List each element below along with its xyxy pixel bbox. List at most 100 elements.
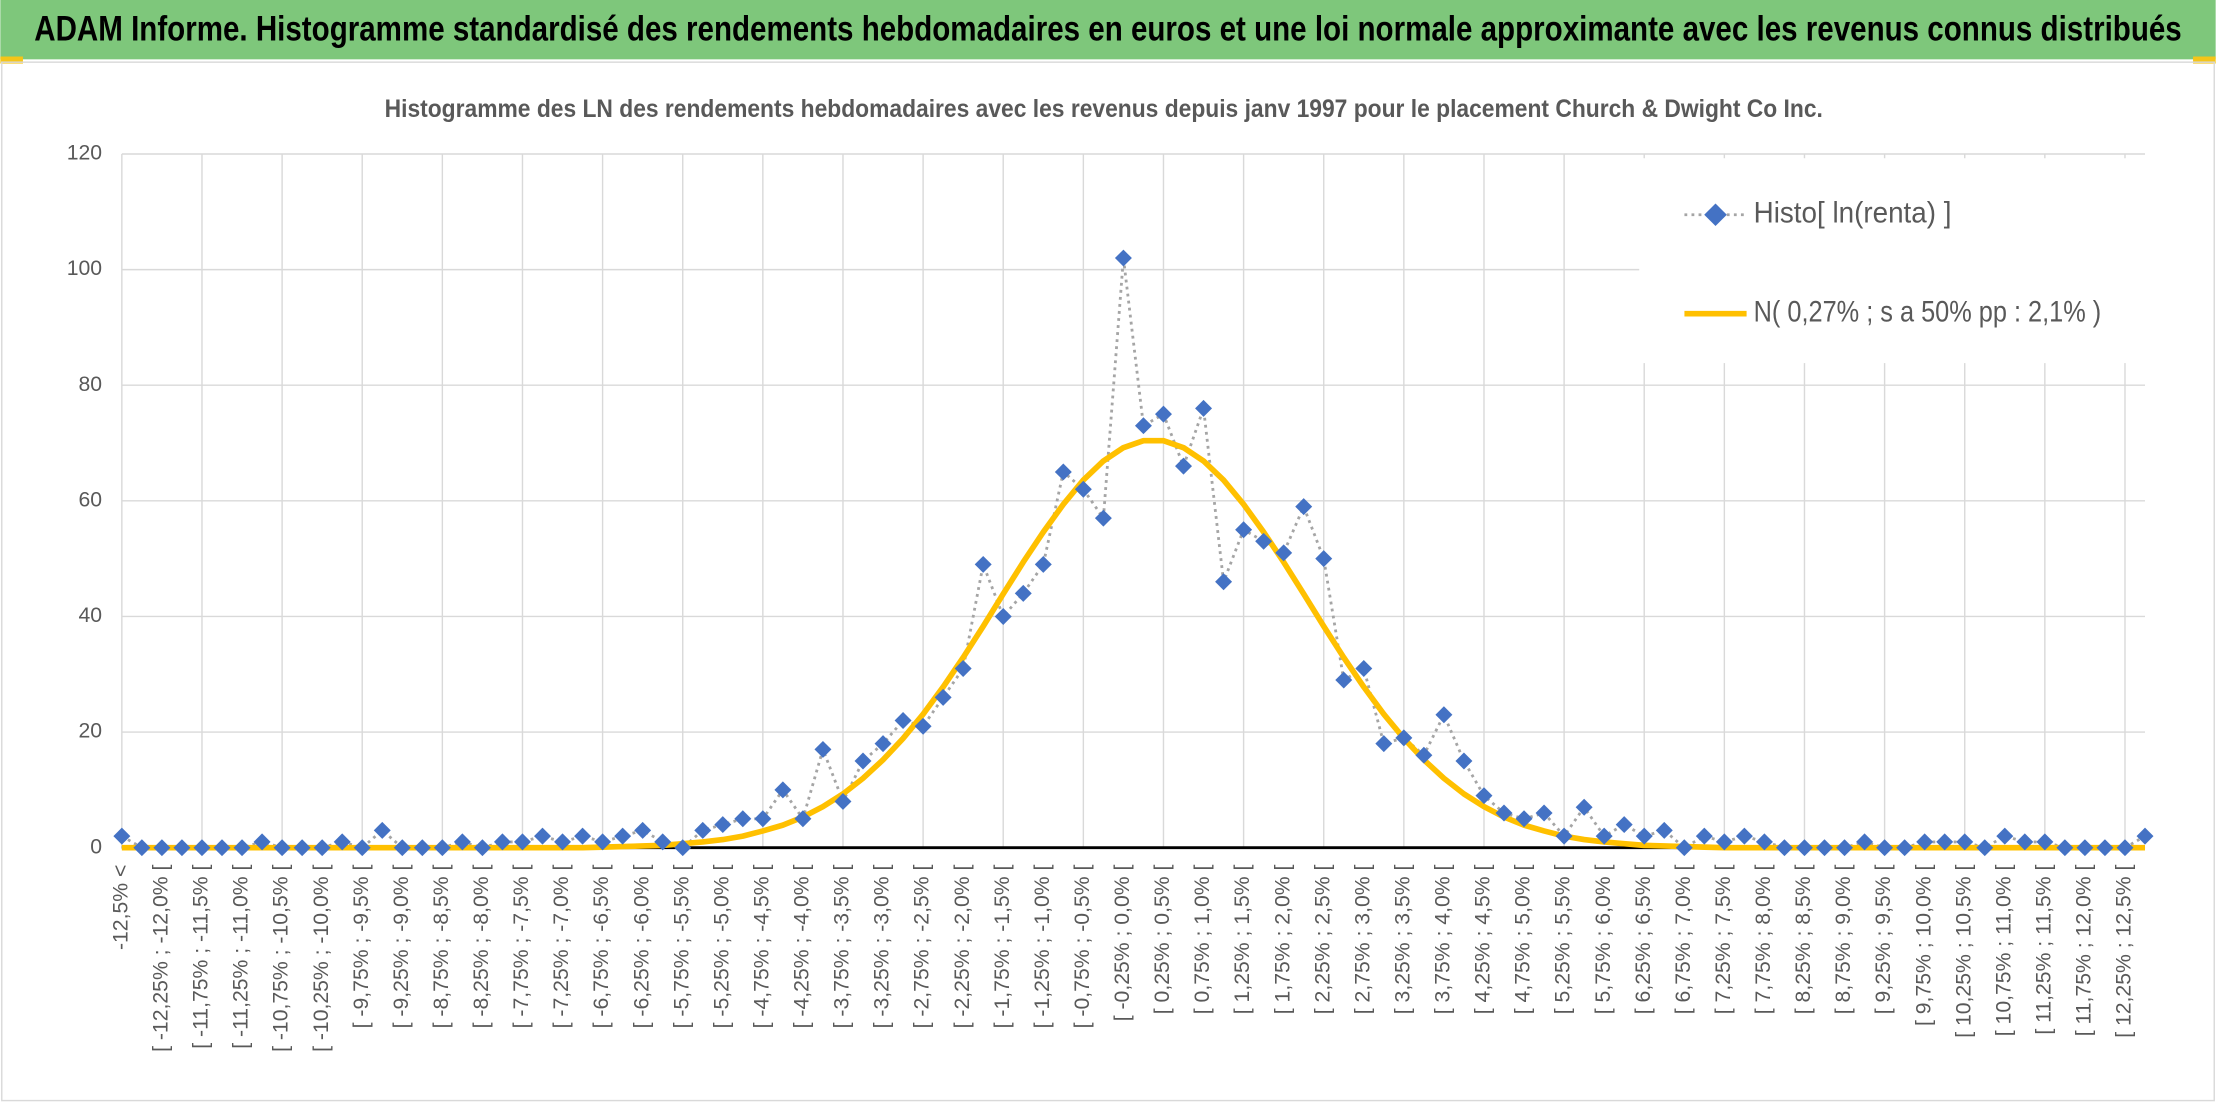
data-point	[934, 688, 952, 706]
x-tick-label: [ -8,25% ; -8,0% [	[470, 865, 493, 1029]
data-point	[1956, 833, 1974, 851]
x-tick-label: [ -5,75% ; -5,5% [	[670, 865, 693, 1029]
data-point	[1896, 839, 1914, 857]
data-point	[574, 827, 592, 845]
x-tick-label: [ -11,25% ; -11,0% [	[230, 865, 253, 1049]
data-point	[1114, 249, 1132, 267]
data-point	[874, 735, 892, 753]
data-point	[1675, 839, 1693, 857]
x-tick-label: [ 5,25% ; 5,5% [	[1552, 865, 1575, 1015]
data-point	[714, 816, 732, 834]
data-point	[1916, 833, 1934, 851]
data-point	[393, 839, 411, 857]
data-point	[133, 839, 151, 857]
data-point	[674, 839, 692, 857]
data-point	[293, 839, 311, 857]
data-point	[994, 607, 1012, 625]
data-point	[1155, 405, 1172, 423]
data-point	[1235, 521, 1253, 539]
data-point	[1755, 833, 1773, 851]
data-point	[1535, 804, 1553, 822]
data-point	[1655, 821, 1673, 839]
data-point	[1816, 839, 1833, 857]
x-tick-label: [ -0,25% ; 0,0% [	[1111, 865, 1134, 1022]
data-point	[413, 839, 431, 857]
data-point	[513, 833, 531, 851]
chart-title: ADAM Informe. Histogramme standardisé de…	[34, 9, 2181, 48]
legend-box	[1639, 158, 2146, 364]
data-point	[1635, 827, 1653, 845]
x-tick-label: [ 10,75% ; 11,0% [	[1992, 865, 2015, 1037]
x-tick-label: [ 7,25% ; 7,5% [	[1712, 865, 1735, 1015]
x-tick-label: [ 2,75% ; 3,0% [	[1351, 865, 1374, 1015]
data-point	[1936, 833, 1954, 851]
data-point	[1134, 417, 1152, 435]
y-tick-label: 80	[78, 373, 102, 396]
data-point	[754, 810, 772, 828]
data-point	[894, 712, 912, 729]
data-point	[333, 833, 351, 851]
data-point	[1295, 498, 1313, 516]
x-tick-label: [ -6,25% ; -6,0% [	[630, 865, 653, 1029]
data-point	[173, 839, 191, 857]
x-tick-label: [ -4,25% ; -4,0% [	[791, 865, 814, 1029]
x-tick-label: [ 3,25% ; 3,5% [	[1391, 865, 1414, 1015]
data-point	[2076, 839, 2094, 857]
banner-accent	[2193, 56, 2216, 64]
data-point	[433, 839, 451, 857]
x-tick-label: [ -11,75% ; -11,5% [	[190, 865, 213, 1049]
x-tick-label: [ 7,75% ; 8,0% [	[1752, 865, 1775, 1015]
data-point	[854, 752, 872, 770]
data-point	[193, 839, 211, 857]
banner-accent	[0, 56, 23, 64]
data-point	[1355, 660, 1373, 677]
data-point	[153, 839, 171, 857]
y-tick-label: 100	[67, 257, 102, 280]
data-point	[974, 555, 992, 573]
legend-label: N( 0,27% ; s a 50% pp : 2,1% )	[1754, 295, 2102, 328]
data-point	[834, 792, 852, 810]
x-tick-label: -12,5% <	[109, 865, 132, 950]
data-point	[1495, 804, 1513, 822]
x-tick-label: [ 1,75% ; 2,0% [	[1271, 865, 1294, 1015]
data-point	[1375, 735, 1393, 753]
data-point	[213, 839, 231, 857]
data-point	[2116, 839, 2134, 857]
x-tick-label: [ 1,25% ; 1,5% [	[1231, 865, 1254, 1015]
data-point	[1996, 827, 2014, 845]
data-point	[373, 821, 391, 839]
data-point	[774, 781, 792, 799]
data-point	[2056, 839, 2074, 857]
x-tick-label: [ 2,25% ; 2,5% [	[1311, 865, 1334, 1015]
data-point	[473, 839, 491, 857]
data-point	[634, 821, 652, 839]
x-tick-label: [ -0,75% ; -0,5% [	[1071, 865, 1094, 1029]
x-tick-label: [ 6,75% ; 7,0% [	[1672, 865, 1695, 1015]
x-tick-label: [ 9,75% ; 10,0% [	[1912, 865, 1935, 1026]
data-point	[253, 833, 271, 851]
x-tick-label: [ -6,75% ; -6,5% [	[590, 865, 613, 1029]
x-tick-label: [ -2,75% ; -2,5% [	[911, 865, 934, 1029]
data-point	[554, 833, 572, 851]
x-tick-label: [ -9,75% ; -9,5% [	[350, 865, 373, 1029]
data-point	[1175, 457, 1192, 475]
title-banner	[0, 0, 2216, 60]
x-tick-label: [ -1,75% ; -1,5% [	[991, 865, 1014, 1029]
chart-frame	[1, 61, 2215, 1102]
data-point	[614, 827, 632, 845]
legend-marker	[1704, 203, 1727, 227]
x-tick-label: [ 4,25% ; 4,5% [	[1472, 865, 1495, 1015]
data-point	[1836, 839, 1854, 857]
data-point	[1455, 752, 1473, 770]
y-tick-label: 40	[78, 604, 102, 627]
x-tick-label: [ 4,75% ; 5,0% [	[1512, 865, 1535, 1015]
x-tick-label: [ 11,25% ; 11,5% [	[2032, 865, 2055, 1035]
data-point	[493, 833, 511, 851]
x-tick-label: [ -12,25% ; -12,0% [	[150, 865, 173, 1052]
data-point	[2096, 839, 2114, 857]
data-point	[2036, 833, 2054, 851]
data-point	[1335, 671, 1353, 689]
data-point	[954, 660, 972, 677]
